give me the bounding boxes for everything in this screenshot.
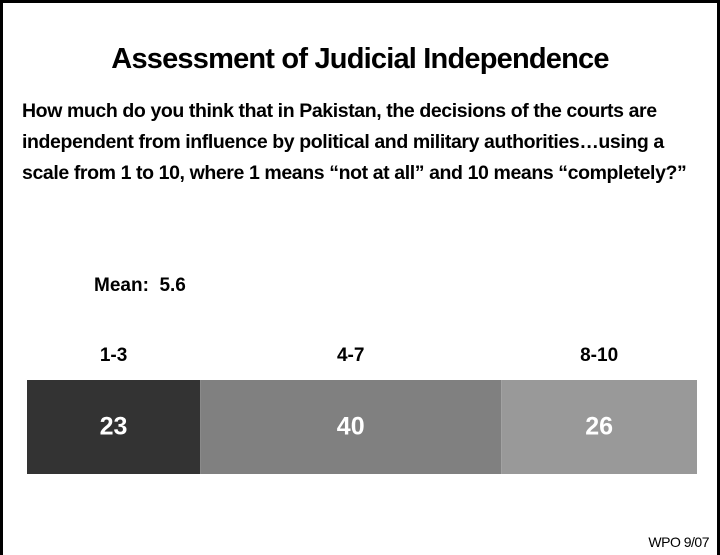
value-label: 26 [585,413,613,441]
mean-annotation: Mean: 5.6 [94,275,186,296]
footer-note: WPO 9/07 [648,534,709,550]
value-label: 23 [100,413,128,441]
segment-label: 4-7 [337,345,364,366]
question-text: How much do you think that in Pakistan, … [22,100,687,184]
chart: 1-3 23 4-7 40 8-10 26 [27,345,697,474]
chart-title: Assessment of Judicial Independence [111,43,609,75]
segment-label: 1-3 [100,345,127,366]
bar-segment [27,380,201,474]
bar-segment [200,380,502,474]
bar-segment [501,380,697,474]
value-label: 40 [337,413,365,441]
segment-label: 8-10 [580,345,618,366]
